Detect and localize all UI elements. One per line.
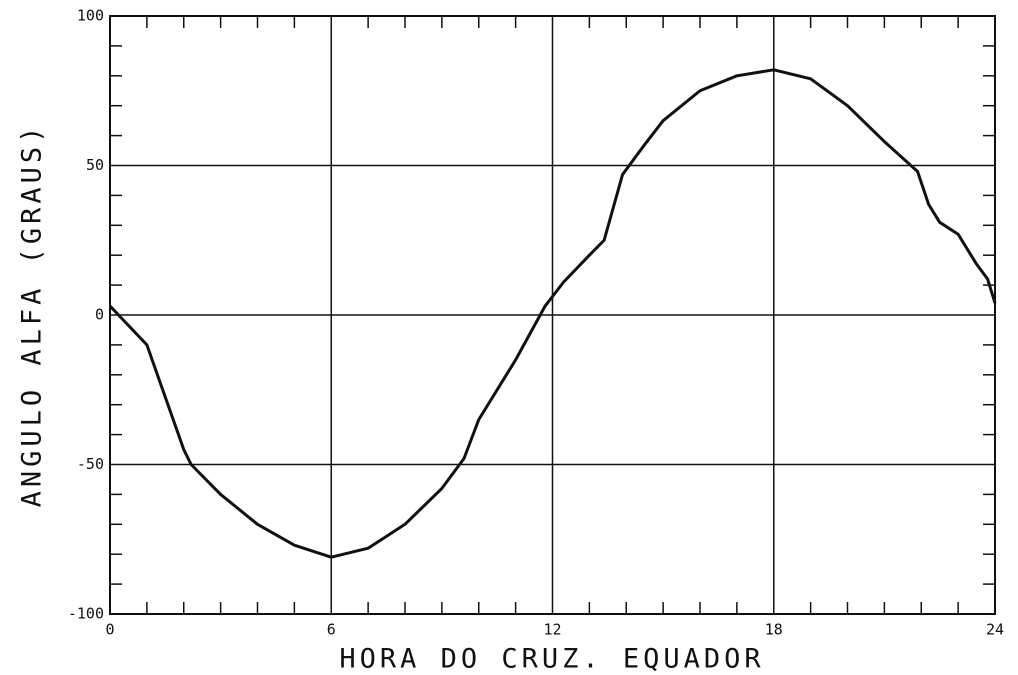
x-tick-label: 12 [543, 621, 561, 639]
x-tick-label: 0 [105, 621, 114, 639]
x-tick-label: 24 [986, 621, 1004, 639]
y-tick-label: 50 [86, 156, 104, 174]
data-line [108, 68, 997, 559]
y-tick-label: -50 [77, 455, 104, 473]
x-tick-label: 18 [765, 621, 783, 639]
x-tick-label: 6 [327, 621, 336, 639]
y-axis-title: ANGULO ALFA (GRAUS) [17, 123, 48, 508]
y-tick-label: 0 [95, 306, 104, 324]
y-tick-label: 100 [77, 7, 104, 25]
x-axis-title: HORA DO CRUZ. EQUADOR [339, 644, 764, 675]
y-tick-label: -100 [68, 605, 104, 623]
